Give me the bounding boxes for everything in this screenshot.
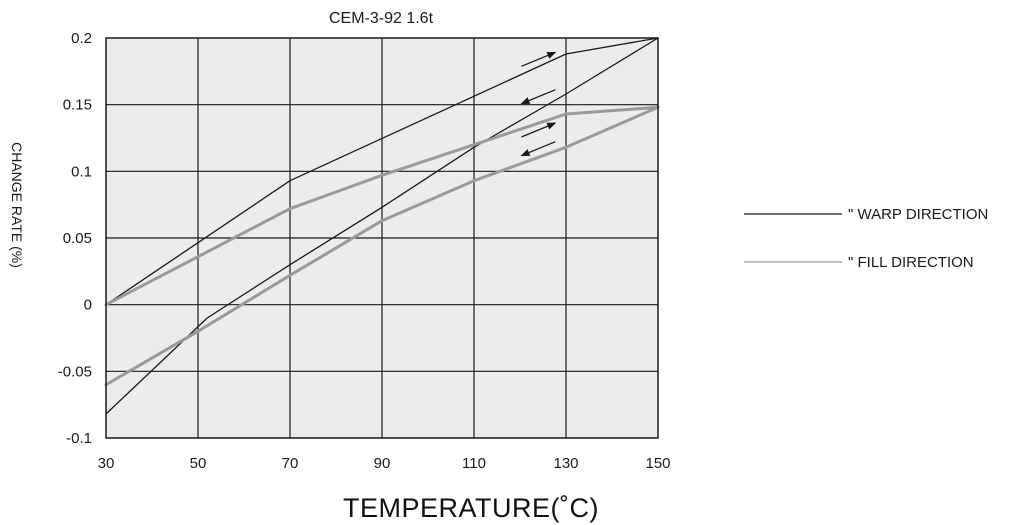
x-tick-label: 90 (374, 455, 391, 472)
plot-frame (105, 37, 659, 439)
legend: " WARP DIRECTION " FILL DIRECTION (744, 206, 988, 271)
y-tick-label: 0.05 (63, 230, 92, 247)
y-tick-label: 0.2 (71, 30, 92, 47)
direction-arrows (520, 51, 557, 157)
x-tick-label: 110 (462, 455, 486, 472)
x-tick-label: 130 (553, 455, 578, 472)
x-tick-label: 70 (282, 455, 299, 472)
grid (106, 38, 658, 438)
y-tick-label: 0.15 (63, 97, 92, 114)
y-tick-label: 0 (84, 297, 92, 314)
y-tick-label: -0.05 (58, 363, 92, 380)
arrow-right-icon (521, 122, 557, 138)
y-axis-label: CHANGE RATE (%) (9, 142, 25, 268)
legend-label-warp: " WARP DIRECTION (848, 206, 988, 223)
x-tick-label: 30 (98, 455, 115, 472)
arrow-right-icon (521, 51, 557, 67)
legend-label-fill: " FILL DIRECTION (848, 254, 974, 271)
y-tick-label: -0.1 (66, 430, 92, 447)
arrow-left-icon (520, 141, 556, 157)
x-axis-label: TEMPERATURE(˚C) (343, 493, 599, 523)
series-lines (104, 37, 660, 415)
chart-title: CEM-3-92 1.6t (329, 10, 434, 27)
series-line-warp-heating (105, 37, 659, 306)
series-line-fill-cooling (104, 105, 660, 387)
legend-item-fill: " FILL DIRECTION (744, 254, 974, 271)
y-tick-label: 0.1 (71, 163, 92, 180)
x-axis-ticks: 30 50 70 90 110 130 150 (98, 455, 671, 472)
x-tick-label: 150 (645, 455, 670, 472)
series-line-fill-heating (104, 105, 660, 307)
arrow-left-icon (520, 89, 556, 105)
legend-item-warp: " WARP DIRECTION (744, 206, 988, 223)
y-axis-ticks: 0.2 0.15 0.1 0.05 0 -0.05 -0.1 (58, 30, 92, 447)
x-tick-label: 50 (190, 455, 207, 472)
